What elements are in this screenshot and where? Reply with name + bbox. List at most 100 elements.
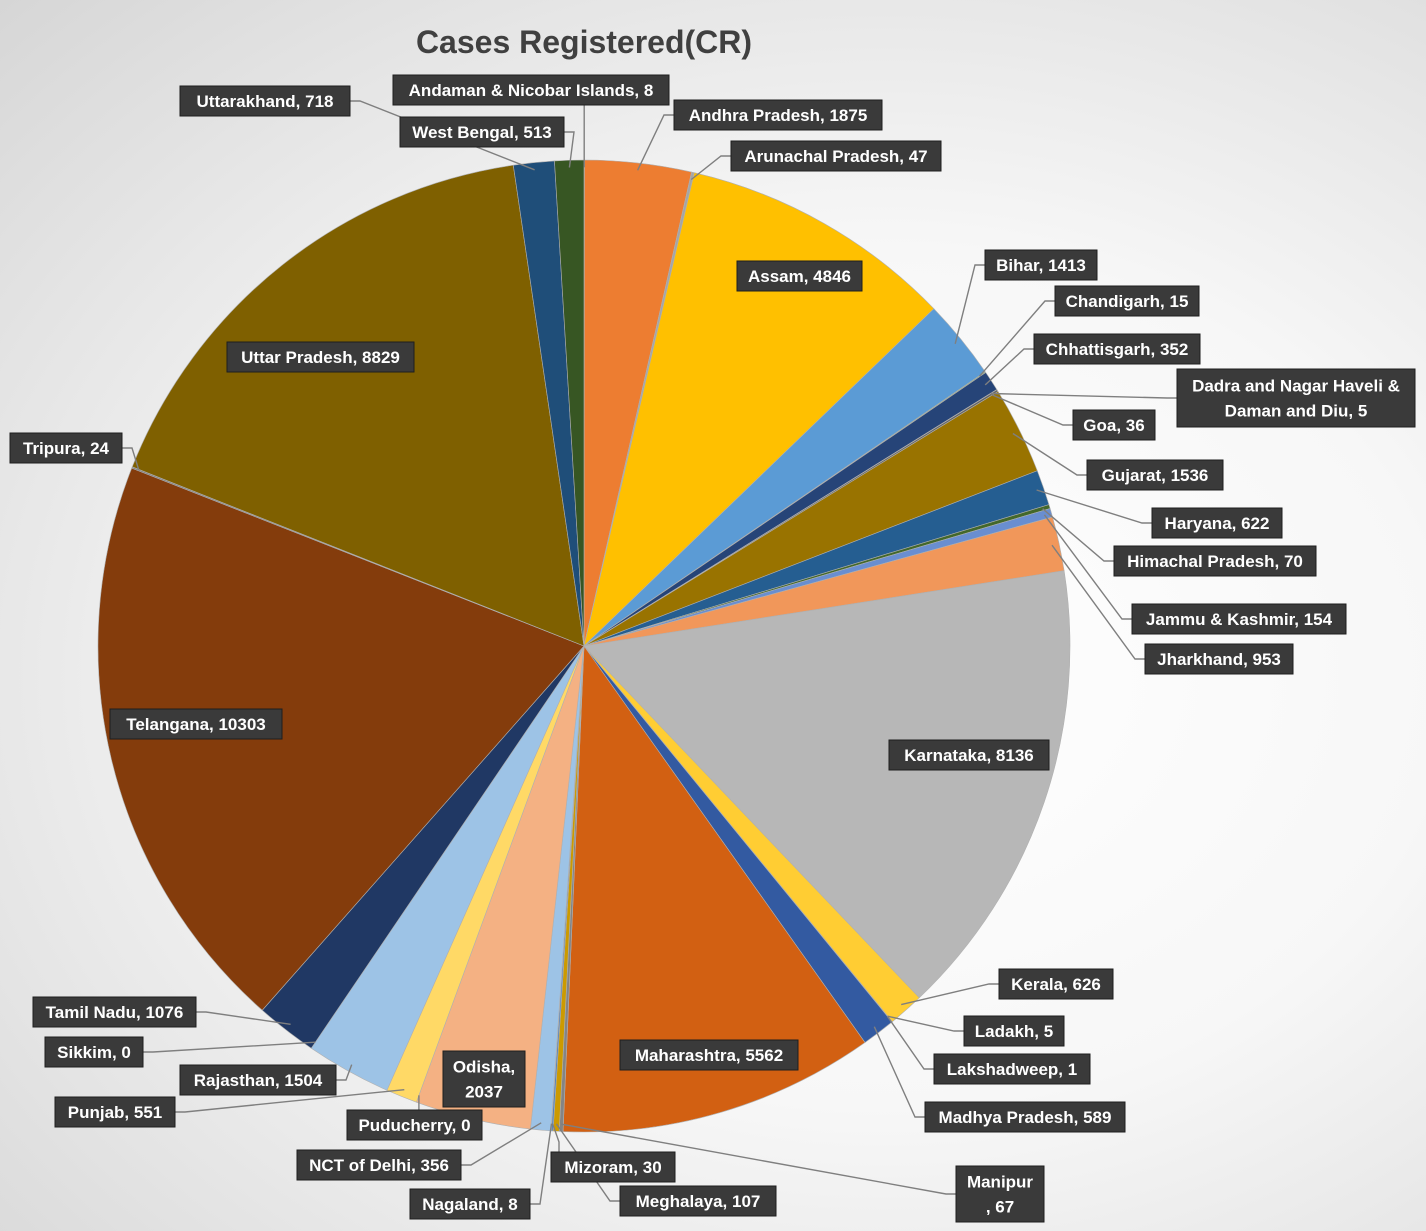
data-label-andhra-pradesh: Andhra Pradesh, 1875 [689, 106, 868, 125]
data-label-himachal-pradesh: Himachal Pradesh, 70 [1127, 552, 1303, 571]
leader-line-lakshadweep [886, 1015, 934, 1070]
leader-line-rajasthan [336, 1064, 353, 1081]
data-label-box-assam [736, 260, 863, 292]
data-label-madhya-pradesh: Madhya Pradesh, 589 [939, 1108, 1112, 1127]
data-label-box-nagaland [409, 1188, 531, 1220]
leader-line-tamil-nadu [196, 1011, 291, 1025]
leader-line-haryana [1036, 489, 1152, 524]
data-label-bihar: Bihar, 1413 [996, 256, 1086, 275]
data-label-dadra-and-nagar-haveli-daman-and-diu: Dadra and Nagar Haveli & Daman and Diu, 5 [1192, 377, 1400, 421]
pie-slice-maharashtra [562, 645, 866, 1133]
data-label-box-puducherry [346, 1109, 483, 1141]
leader-line-himachal-pradesh [1042, 508, 1114, 562]
data-label-assam: Assam, 4846 [748, 267, 851, 286]
data-label-box-mizoram [550, 1151, 676, 1183]
data-label-box-kerala [998, 968, 1114, 1000]
data-label-manipur: Manipur, 67 [967, 1173, 1033, 1217]
data-label-box-dadra-and-nagar-haveli-daman-and-diu [1176, 368, 1416, 428]
leader-lines-layer [122, 100, 1177, 1205]
data-label-box-andaman-nicobar-islands [392, 74, 670, 106]
data-label-andaman-nicobar-islands: Andaman & Nicobar Islands, 8 [409, 81, 654, 100]
pie-slice-karnataka [583, 570, 1071, 999]
slices-layer [97, 159, 1071, 1133]
data-label-box-jammu-kashmir [1131, 603, 1347, 635]
data-label-kerala: Kerala, 626 [1011, 975, 1101, 994]
leader-line-punjab [175, 1089, 405, 1113]
data-label-lakshadweep: Lakshadweep, 1 [947, 1060, 1077, 1079]
data-label-box-himachal-pradesh [1113, 545, 1317, 577]
data-label-box-meghalaya [619, 1185, 777, 1217]
leader-line-kerala [901, 983, 999, 1006]
data-label-chandigarh: Chandigarh, 15 [1066, 292, 1189, 311]
data-label-box-haryana [1151, 507, 1283, 539]
data-label-uttarakhand: Uttarakhand, 718 [197, 92, 334, 111]
data-label-box-karnataka [888, 739, 1050, 771]
data-label-karnataka: Karnataka, 8136 [904, 746, 1033, 765]
data-label-box-manipur [955, 1165, 1045, 1223]
data-label-box-tamil-nadu [32, 996, 197, 1028]
data-label-chhattisgarh: Chhattisgarh, 352 [1046, 340, 1189, 359]
data-label-jharkhand: Jharkhand, 953 [1157, 650, 1281, 669]
data-label-telangana: Telangana, 10303 [126, 715, 266, 734]
pie-slice-uttar-pradesh [131, 164, 585, 647]
data-labels-layer: Andaman & Nicobar Islands, 8 Andhra Prade… [9, 74, 1416, 1223]
data-label-box-nct-of-delhi [296, 1149, 462, 1181]
data-label-ladakh: Ladakh, 5 [975, 1022, 1053, 1041]
data-label-rajasthan: Rajasthan, 1504 [194, 1071, 323, 1090]
data-label-box-rajasthan [179, 1064, 337, 1096]
data-label-mizoram: Mizoram, 30 [564, 1158, 661, 1177]
data-label-box-odisha [442, 1050, 526, 1108]
data-label-box-madhya-pradesh [924, 1101, 1126, 1133]
leader-line-bihar [954, 264, 985, 344]
data-label-gujarat: Gujarat, 1536 [1102, 466, 1209, 485]
leader-line-nct-of-delhi [461, 1122, 542, 1166]
data-label-odisha: Odisha, 2037 [453, 1058, 515, 1102]
data-label-box-bihar [984, 249, 1098, 281]
data-label-haryana: Haryana, 622 [1165, 514, 1270, 533]
data-label-box-gujarat [1086, 459, 1224, 491]
data-label-box-uttar-pradesh [226, 341, 415, 373]
leader-line-manipur [561, 1123, 956, 1195]
data-label-box-ladakh [963, 1015, 1065, 1047]
leader-line-nagaland [530, 1123, 553, 1205]
pie-slice-telangana [97, 467, 585, 1011]
data-label-tamil-nadu: Tamil Nadu, 1076 [46, 1003, 184, 1022]
leader-line-jharkhand [1051, 544, 1145, 660]
data-label-west-bengal: West Bengal, 513 [412, 123, 552, 142]
data-label-box-chandigarh [1054, 285, 1200, 317]
data-label-nagaland: Nagaland, 8 [422, 1195, 517, 1214]
data-label-box-lakshadweep [933, 1053, 1091, 1085]
data-label-maharashtra: Maharashtra, 5562 [635, 1046, 783, 1065]
data-label-box-uttarakhand [179, 85, 351, 117]
leader-line-dadra-and-nagar-haveli-daman-and-diu [990, 392, 1177, 399]
data-label-meghalaya: Meghalaya, 107 [636, 1192, 761, 1211]
data-label-box-telangana [109, 708, 283, 740]
data-label-tripura: Tripura, 24 [23, 439, 110, 458]
data-label-punjab: Punjab, 551 [68, 1103, 162, 1122]
leader-line-sikkim [143, 1041, 316, 1053]
leader-line-jammu-kashmir [1043, 514, 1132, 620]
leader-line-goa [991, 393, 1073, 426]
data-label-box-jharkhand [1144, 643, 1294, 675]
leader-line-ladakh [887, 1015, 964, 1032]
data-label-box-maharashtra [619, 1039, 799, 1071]
data-label-puducherry: Puducherry, 0 [358, 1116, 470, 1135]
leader-line-arunachal-pradesh [690, 155, 731, 181]
leader-line-chandigarh [978, 300, 1055, 377]
data-label-box-chhattisgarh [1033, 333, 1201, 365]
leader-line-madhya-pradesh [873, 1026, 925, 1118]
leader-line-mizoram [551, 1123, 560, 1152]
data-label-jammu-kashmir: Jammu & Kashmir, 154 [1146, 610, 1333, 629]
leader-line-tripura [122, 447, 140, 471]
data-label-box-west-bengal [399, 116, 565, 148]
data-label-goa: Goa, 36 [1083, 416, 1144, 435]
leader-line-chhattisgarh [984, 348, 1034, 386]
chart-title: Cases Registered(CR) [416, 24, 752, 60]
leader-line-gujarat [1012, 432, 1087, 476]
data-label-box-andhra-pradesh [673, 99, 883, 131]
leader-line-west-bengal [564, 131, 575, 168]
data-label-sikkim: Sikkim, 0 [57, 1043, 131, 1062]
data-label-box-arunachal-pradesh [730, 140, 942, 172]
data-label-box-tripura [9, 432, 123, 464]
